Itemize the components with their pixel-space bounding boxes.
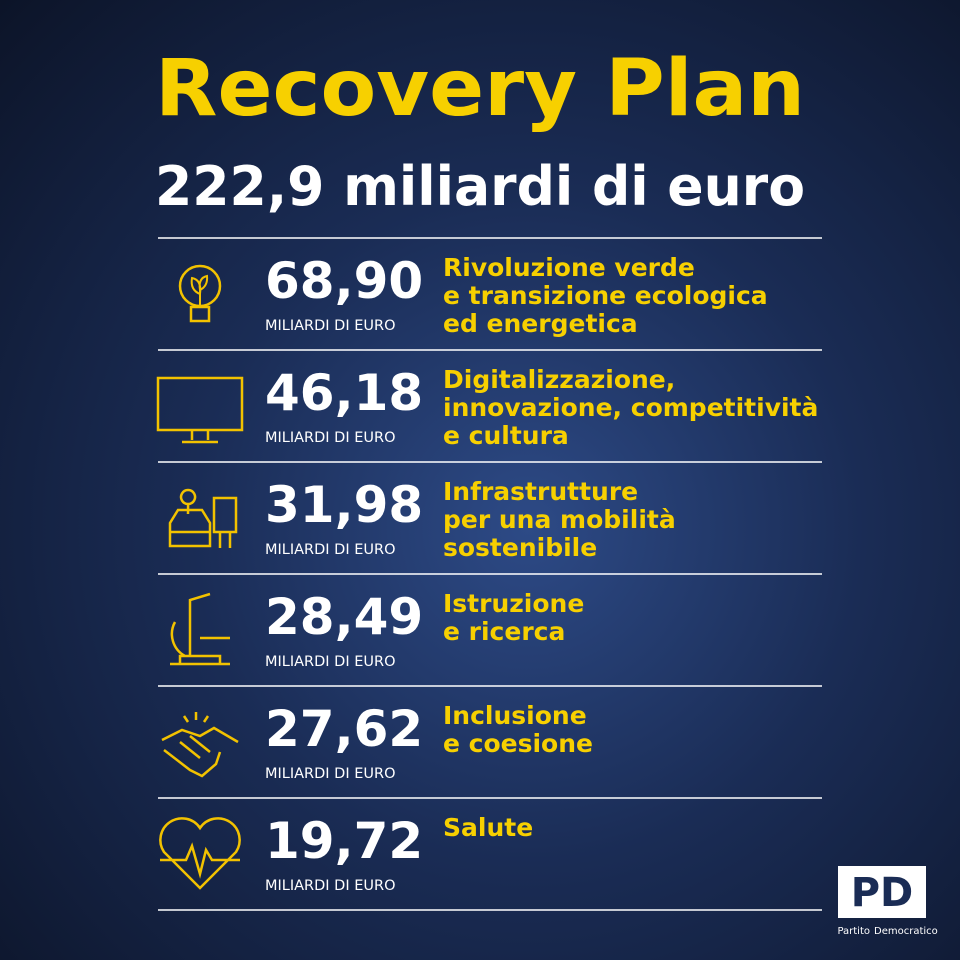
unit: MILIARDI DI EURO <box>265 878 396 894</box>
label-line: ed energetica <box>443 309 638 338</box>
label-line: Istruzione <box>443 589 584 618</box>
label-line: Salute <box>443 813 533 842</box>
icon <box>178 264 222 323</box>
amount: 68,90 <box>265 252 423 310</box>
logo-right: Democratico <box>874 926 938 937</box>
icon-part <box>212 496 238 534</box>
label-line: Rivoluzione verde <box>443 253 695 282</box>
label-line: per una mobilità <box>443 505 676 534</box>
label-line: e ricerca <box>443 617 565 646</box>
unit: MILIARDI DI EURO <box>265 654 396 670</box>
logo-mark: PD <box>851 870 914 916</box>
icon-part <box>161 712 239 778</box>
subtitle: 222,9 miliardi di euro <box>155 155 805 218</box>
icon <box>170 592 230 666</box>
logo-left: Partito <box>837 926 870 937</box>
row: 19,72 MILIARDI DI EURO Salute <box>158 812 822 911</box>
icon-part <box>182 430 218 444</box>
label-line: Infrastrutture <box>443 477 638 506</box>
amount: 46,18 <box>265 364 423 422</box>
unit: MILIARDI DI EURO <box>265 318 396 334</box>
label-line: sostenibile <box>443 533 597 562</box>
logo: PD Partito Democratico <box>837 866 938 937</box>
label-line: e coesione <box>443 729 593 758</box>
row: 46,18 MILIARDI DI EURO Digitalizzazione,in… <box>156 364 822 463</box>
icon-part <box>179 488 232 548</box>
unit: MILIARDI DI EURO <box>265 542 396 558</box>
amount: 27,62 <box>265 700 423 758</box>
icon <box>161 712 239 778</box>
amount: 28,49 <box>265 588 423 646</box>
icon-part <box>159 817 241 890</box>
unit: MILIARDI DI EURO <box>265 430 396 446</box>
label-line: e cultura <box>443 421 569 450</box>
icon <box>159 817 241 890</box>
label-line: Digitalizzazione, <box>443 365 675 394</box>
amount: 31,98 <box>265 476 423 534</box>
label-line: innovazione, competitività <box>443 393 818 422</box>
logo-box <box>838 866 926 918</box>
icon <box>168 488 238 548</box>
icon <box>156 376 244 444</box>
icon-part <box>170 592 230 666</box>
icon-part <box>189 305 211 323</box>
title: Recovery Plan <box>155 44 805 134</box>
icon-part <box>156 376 244 432</box>
unit: MILIARDI DI EURO <box>265 766 396 782</box>
icon-part <box>190 274 209 306</box>
icon-part <box>168 508 212 548</box>
amount: 19,72 <box>265 812 423 870</box>
label-line: e transizione ecologica <box>443 281 768 310</box>
row: 68,90 MILIARDI DI EURO Rivoluzione verdee … <box>158 252 822 351</box>
label-line: Inclusione <box>443 701 587 730</box>
